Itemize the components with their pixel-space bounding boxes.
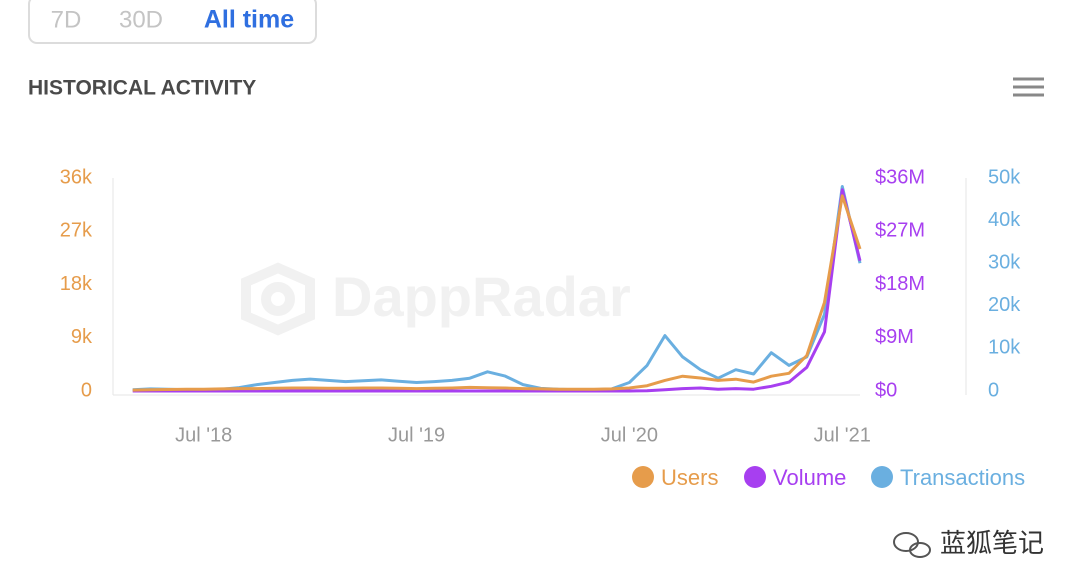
legend-marker	[871, 466, 893, 488]
y3-tick-label: 20k	[988, 294, 1021, 316]
chart-title: HISTORICAL ACTIVITY	[28, 77, 256, 100]
series-line	[132, 185, 862, 392]
tab-group	[28, 0, 317, 44]
watermark-logo	[241, 262, 315, 336]
x-tick-label: Jul '18	[175, 424, 232, 446]
legend-marker	[744, 466, 766, 488]
footer-watermark: 蓝狐笔记	[940, 528, 1044, 558]
y3-tick-label: 0	[988, 379, 999, 401]
tab[interactable]: 7D	[51, 6, 82, 33]
legend-label: Users	[661, 465, 718, 490]
wechat-icon	[893, 532, 931, 558]
x-tick-label: Jul '21	[814, 424, 871, 446]
tab-active[interactable]: All time	[204, 6, 294, 34]
legend-marker	[632, 466, 654, 488]
y2-tick-label: $9M	[875, 326, 914, 348]
x-tick-label: Jul '20	[601, 424, 658, 446]
y-tick-label: 36k	[60, 166, 93, 188]
series-line	[132, 188, 862, 393]
y2-tick-label: $0	[875, 379, 897, 401]
y2-tick-label: $27M	[875, 220, 925, 242]
menu-icon[interactable]	[1013, 77, 1044, 97]
watermark: DappRadar	[332, 265, 631, 328]
tab[interactable]: 30D	[119, 6, 163, 33]
x-tick-label: Jul '19	[388, 424, 445, 446]
y2-tick-label: $18M	[875, 273, 925, 295]
y-tick-label: 0	[81, 379, 92, 401]
y3-tick-label: 10k	[988, 337, 1021, 359]
y3-tick-label: 40k	[988, 209, 1021, 231]
y3-tick-label: 50k	[988, 166, 1021, 188]
y-tick-label: 27k	[60, 220, 93, 242]
y3-tick-label: 30k	[988, 251, 1021, 273]
y2-tick-label: $36M	[875, 166, 925, 188]
series-line	[132, 194, 862, 392]
y-tick-label: 18k	[60, 273, 93, 295]
legend-label: Volume	[773, 465, 846, 490]
legend-label: Transactions	[900, 465, 1025, 490]
y-tick-label: 9k	[71, 326, 93, 348]
